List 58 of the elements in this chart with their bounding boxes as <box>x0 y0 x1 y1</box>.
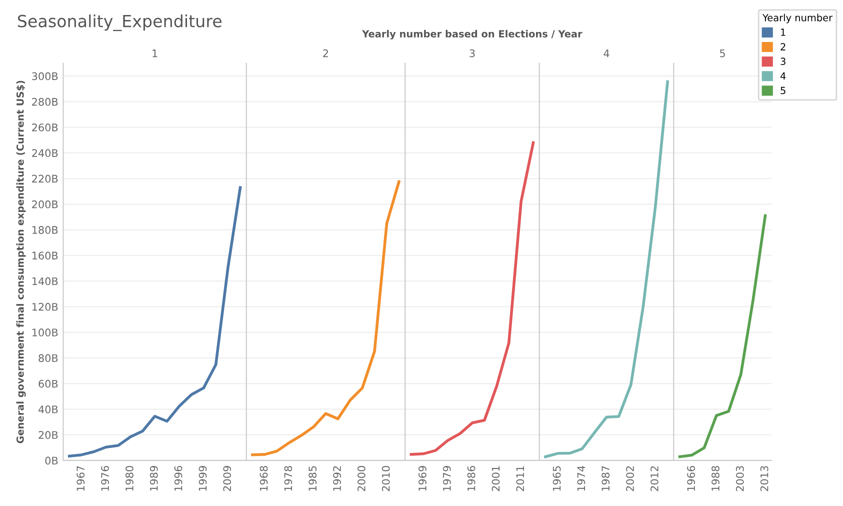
y-tick-label: 60B <box>38 380 58 388</box>
chart-subtitle: 4 <box>604 50 610 58</box>
y-tick-label: 40B <box>38 405 58 414</box>
x-tick-label: 2013 <box>760 466 768 492</box>
y-tick-label: 260B <box>32 124 58 132</box>
y-tick-label: 0B <box>45 456 58 465</box>
chart-subtitle: 1 <box>152 50 158 58</box>
y-tick-label: 100B <box>32 328 58 336</box>
x-tick-label: 1992 <box>333 466 341 491</box>
x-tick-label: 2012 <box>650 466 658 492</box>
y-tick-label: 280B <box>32 98 58 106</box>
x-tick-label: 2010 <box>382 466 390 492</box>
y-tick-label: 200B <box>32 200 58 208</box>
x-tick-label: 1979 <box>442 466 451 491</box>
x-tick-label: 1974 <box>577 466 586 491</box>
x-tick-label: 2009 <box>223 466 232 492</box>
chart-subtitle: 2 <box>323 49 328 58</box>
y-tick-label: 220B <box>32 174 58 183</box>
chart-title: Seasonality_Expenditure <box>18 14 222 32</box>
legend-label: 5 <box>780 86 786 94</box>
x-tick-label: 1985 <box>308 466 317 491</box>
x-tick-label: 1996 <box>174 466 182 491</box>
x-tick-label: 1978 <box>284 466 292 491</box>
y-axis-title: General government final consumption expenditure (Current US$) <box>16 80 26 444</box>
y-tick-label: 240B <box>32 149 58 158</box>
x-axis-title: Yearly number based on Elections / Year <box>362 30 582 40</box>
y-tick-label: 160B <box>32 252 58 260</box>
y-tick-label: 300B <box>32 72 58 80</box>
x-tick-label: 1967 <box>76 466 85 491</box>
x-tick-label: 1966 <box>687 466 696 491</box>
x-tick-label: 2003 <box>736 466 744 492</box>
x-tick-label: 2001 <box>492 466 500 492</box>
x-tick-label: 1988 <box>712 466 720 491</box>
x-tick-label: 1987 <box>602 466 610 491</box>
y-tick-label: 180B <box>32 226 58 234</box>
y-tick-label: 80B <box>38 354 58 362</box>
x-tick-label: 1965 <box>552 466 561 491</box>
x-tick-label: 2000 <box>357 466 366 492</box>
x-tick-label: 1980 <box>126 466 134 491</box>
x-tick-label: 1968 <box>260 466 268 491</box>
x-tick-label: 1986 <box>467 466 476 491</box>
x-tick-label: 1976 <box>101 466 109 491</box>
legend-label: 2 <box>780 43 786 50</box>
legend-label: 3 <box>780 58 786 66</box>
x-tick-label: 2011 <box>516 466 524 492</box>
x-tick-label: 2002 <box>626 466 634 492</box>
y-tick-label: 140B <box>32 277 58 286</box>
y-tick-label: 20B <box>38 431 58 439</box>
x-tick-label: 1969 <box>418 466 426 491</box>
chart-subtitle: 5 <box>720 50 725 58</box>
legend-label: 1 <box>781 28 786 36</box>
line-series <box>68 186 242 458</box>
legend-label: 4 <box>780 72 786 80</box>
legend-title: Yearly number <box>762 14 833 24</box>
chart-subtitle: 3 <box>470 49 475 58</box>
x-tick-label: 1989 <box>150 466 158 491</box>
x-tick-label: 1999 <box>198 466 207 491</box>
y-tick-label: 120B <box>32 302 58 311</box>
